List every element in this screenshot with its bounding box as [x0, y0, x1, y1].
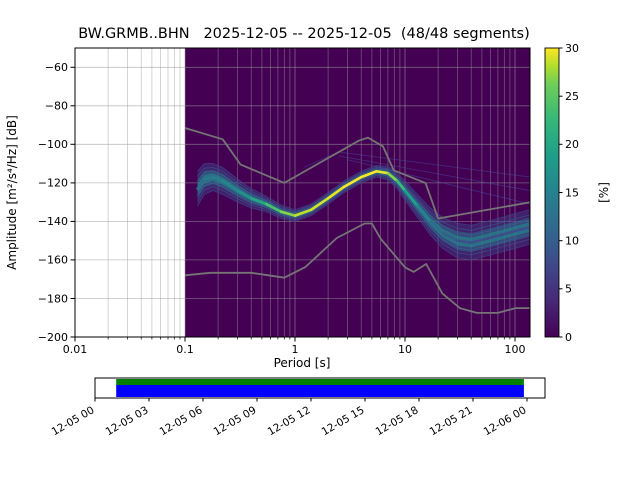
- x-tick-label: 100: [505, 343, 526, 356]
- y-axis-ticks: −200 −180 −160 −140 −120 −100 −80 −60: [38, 61, 75, 344]
- psd-mode-line-segment: [499, 229, 517, 237]
- psd-mode-line-segment: [441, 231, 459, 242]
- time-tick-label: 12-05 00: [50, 404, 97, 438]
- psd-mode-line-segment: [513, 225, 530, 233]
- psd-mode-line-segment: [236, 189, 253, 200]
- y-tick-label: −120: [38, 177, 68, 190]
- psd-streak-line: [197, 174, 530, 256]
- x-tick-label: 10: [398, 343, 412, 356]
- axes-border: [74, 47, 531, 338]
- psd-streak-line: [197, 166, 530, 231]
- colorbar-tick-label: 15: [565, 186, 579, 199]
- colorbar-tick-label: 25: [565, 90, 579, 103]
- colorbar-tick-label: 10: [565, 235, 579, 248]
- time-axis-ticks: 12-05 00 12-05 03 12-05 06 12-05 09 12-05 12…: [50, 398, 529, 438]
- psd-mode-line-segment: [429, 220, 444, 235]
- colorbar-label: [%]: [597, 182, 611, 203]
- psd-streak-line: [197, 176, 530, 261]
- coverage-bar: 12-05 00 12-05 03 12-05 06 12-05 09 12-05 12…: [50, 377, 546, 438]
- psd-streak-line: [197, 168, 530, 236]
- y-tick-label: −200: [38, 331, 68, 344]
- y-tick-label: −60: [45, 61, 68, 74]
- psd-mode-line-segment: [211, 175, 224, 183]
- colorbar-tick-label: 30: [565, 42, 579, 55]
- psd-mode-line-segment: [375, 170, 390, 175]
- psd-mode-line-segment: [265, 202, 283, 214]
- time-tick-label: 12-05 18: [374, 404, 421, 438]
- nlnm-curve: [184, 222, 530, 314]
- y-axis-label: Amplitude [m²/s⁴/Hz] [dB]: [5, 115, 19, 270]
- colorbar-ticks: 0 5 10 15 20 25 30: [559, 42, 579, 344]
- grid-lines: [74, 48, 530, 338]
- time-tick-label: 12-05 12: [266, 404, 313, 438]
- plot-title: BW.GRMB..BHN 2025-12-05 -- 2025-12-05 (4…: [78, 26, 530, 42]
- psd-mode-line-segment: [469, 237, 488, 244]
- psd-mode-line-segment: [485, 233, 503, 240]
- psd-mode-line-segment: [386, 171, 399, 183]
- y-tick-label: −100: [38, 138, 68, 151]
- psd-mode-line-segment: [293, 208, 313, 217]
- psd-mode-line-segment: [196, 177, 206, 190]
- y-tick-label: −180: [38, 292, 68, 305]
- coverage-used-bar: [116, 379, 524, 385]
- x-tick-label: 0.01: [63, 343, 88, 356]
- psd-outlier-curve: [338, 155, 530, 192]
- x-axis-label: Period [s]: [274, 356, 331, 370]
- colorbar-tick-label: 5: [565, 283, 572, 296]
- psd-mode-line-segment: [221, 179, 239, 192]
- y-tick-label: −140: [38, 215, 68, 228]
- psd-mode-line-segment: [403, 189, 419, 208]
- y-tick-label: −160: [38, 254, 68, 267]
- coverage-data-bar: [116, 385, 524, 397]
- time-tick-label: 12-05 06: [158, 404, 205, 438]
- psd-mode-line-segment: [342, 175, 363, 188]
- time-tick-label: 12-05 09: [212, 404, 259, 438]
- psd-mode-line-segment: [309, 197, 330, 212]
- psd-mode-line-segment: [249, 197, 268, 206]
- psd-outlier-curve: [347, 159, 530, 205]
- psd-mode-line-segment: [279, 210, 297, 217]
- y-tick-label: −80: [45, 100, 68, 113]
- psd-mode-line-segment: [416, 204, 432, 223]
- psd-streak-line: [197, 173, 530, 251]
- psd-band-inner: [197, 169, 530, 248]
- psd-mode-line-segment: [359, 170, 378, 179]
- psd-mode-line-segment: [395, 179, 407, 192]
- psd-mode-line-segment: [326, 185, 346, 200]
- x-tick-label: 0.1: [176, 343, 194, 356]
- colorbar-tick-label: 0: [565, 331, 572, 344]
- time-tick-label: 12-05 15: [320, 404, 367, 438]
- x-axis-ticks: 0.01 0.1 1 10 100: [63, 337, 526, 356]
- psd-distribution: [196, 151, 530, 261]
- psd-streak-line: [197, 163, 530, 226]
- noise-model-curves: [184, 127, 530, 314]
- x-tick-label: 1: [292, 343, 299, 356]
- time-tick-label: 12-05 21: [428, 404, 475, 438]
- time-tick-label: 12-06 00: [482, 404, 529, 438]
- time-tick-label: 12-05 03: [104, 404, 151, 438]
- psd-mode-line-segment: [203, 175, 215, 181]
- psd-mode-line-segment: [456, 239, 473, 244]
- colorbar: [544, 47, 560, 338]
- colorbar-tick-label: 20: [565, 138, 579, 151]
- nhnm-curve: [184, 127, 530, 220]
